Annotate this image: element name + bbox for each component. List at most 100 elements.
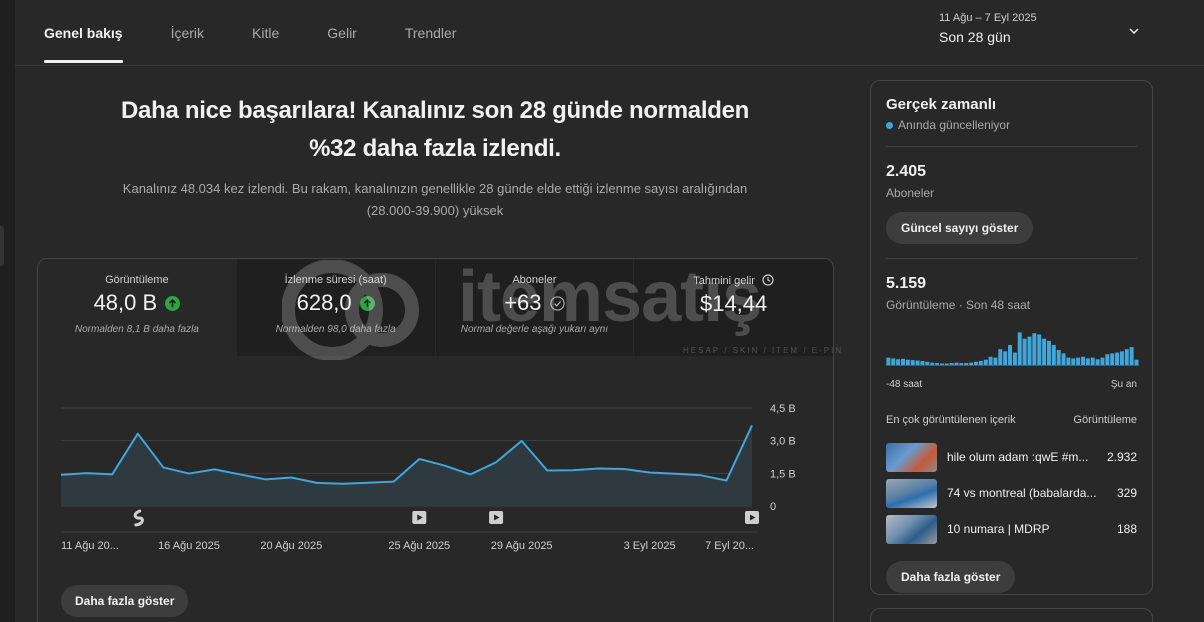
tab-audience[interactable]: Kitle: [252, 24, 280, 41]
video-thumbnail: [886, 514, 937, 544]
realtime-bar: [1110, 353, 1115, 366]
metric-subscribers[interactable]: Aboneler +63 Normal değerle aşağı yukarı…: [435, 259, 635, 356]
realtime-bar: [1105, 354, 1110, 366]
realtime-bar: [920, 360, 925, 366]
date-range-period: Son 28 gün: [939, 29, 1011, 45]
realtime-bar: [964, 363, 969, 366]
chart-y-tick-label: 1,5 B: [770, 468, 796, 480]
realtime-bar: [915, 360, 920, 366]
realtime-bar: [1085, 358, 1090, 366]
realtime-bar: [1032, 333, 1037, 366]
chart-x-tick-label: 7 Eyl 20...: [705, 540, 754, 552]
realtime-axis: -48 saat Şu an: [886, 379, 1137, 390]
metric-revenue[interactable]: Tahmini gelir $14,44: [634, 259, 833, 356]
play-triangle-icon: [750, 514, 756, 521]
date-range-picker[interactable]: 11 Ağu – 7 Eyl 2025 Son 28 gün: [939, 12, 1149, 54]
shorts-icon: [133, 509, 144, 527]
realtime-bar: [1051, 345, 1056, 366]
video-views: 329: [1116, 486, 1137, 500]
realtime-bar: [1076, 357, 1081, 366]
realtime-bar: [1008, 345, 1012, 366]
realtime-bar: [1056, 350, 1061, 366]
metric-note: Normal değerle aşağı yukarı aynı: [460, 324, 609, 335]
realtime-bar: [1042, 338, 1047, 366]
metric-tabs: Görüntüleme 48,0 B Normalden 8,1 B daha …: [38, 259, 833, 356]
metric-note: Normalden 98,0 daha fazla: [275, 324, 396, 335]
realtime-bar: [1022, 338, 1027, 366]
chart-x-tick-label: 11 Ağu 20...: [61, 540, 119, 552]
video-views: 2.932: [1106, 450, 1137, 464]
arrow-up-icon: [359, 295, 375, 311]
metric-label: Aboneler: [512, 274, 557, 286]
realtime-bar: [1037, 334, 1042, 366]
video-thumbnail: [886, 478, 937, 508]
metric-note: Normalden 8,1 B daha fazla: [74, 324, 199, 335]
tab-overview[interactable]: Genel bakış: [44, 0, 123, 65]
metric-value: +63: [504, 290, 542, 315]
realtime-bar: [901, 358, 905, 366]
realtime-bar: [905, 359, 910, 366]
metric-views[interactable]: Görüntüleme 48,0 B Normalden 8,1 B daha …: [38, 259, 237, 356]
realtime-bar: [1124, 349, 1129, 366]
top-content-list: hile olum adam :qwE #m... 2.932 74 vs mo…: [886, 442, 1137, 544]
metric-label: Görüntüleme: [105, 274, 169, 286]
realtime-live-indicator: Anında güncelleniyor: [886, 118, 1137, 132]
sidebar-handle[interactable]: [0, 226, 4, 266]
chart-area: [61, 425, 752, 506]
list-item[interactable]: hile olum adam :qwE #m... 2.932: [886, 442, 1137, 472]
video-title: hile olum adam :qwE #m...: [947, 450, 1089, 464]
headline-description: Kanalınız 48.034 kez izlendi. Bu rakam, …: [95, 178, 775, 222]
video-title: 74 vs montreal (babalarda...: [947, 486, 1097, 500]
headline-line-1: Daha nice başarılara! Kanalınız son 28 g…: [121, 97, 749, 124]
realtime-subscribers-label: Aboneler: [886, 186, 935, 200]
tab-divider: [15, 65, 1204, 66]
realtime-bar: [891, 358, 896, 366]
tab-content[interactable]: İçerik: [170, 24, 205, 41]
list-item[interactable]: 74 vs montreal (babalarda... 329: [886, 478, 1137, 508]
metric-label: İzlenme süresi (saat): [284, 274, 387, 286]
realtime-bar: [939, 363, 944, 366]
metric-watch-time[interactable]: İzlenme süresi (saat) 628,0 Normalden 98…: [236, 259, 436, 356]
show-more-button[interactable]: Daha fazla göster: [61, 585, 189, 617]
realtime-bar: [1134, 359, 1139, 366]
chart-series-line: [60, 425, 753, 485]
video-title: 10 numara | MDRP: [947, 522, 1050, 536]
chart-y-tick-label: 3,0 B: [770, 436, 796, 448]
realtime-subscribers-value: 2.405: [886, 163, 927, 180]
top-content-title: En çok görüntülenen içerik: [886, 414, 1016, 426]
check-circle-icon: [549, 295, 565, 311]
video-views: 188: [1116, 522, 1137, 536]
list-item[interactable]: 10 numara | MDRP 188: [886, 514, 1137, 544]
realtime-bar: [1046, 340, 1051, 366]
realtime-bar: [949, 363, 954, 366]
chart-y-tick-label: 4,5 B: [770, 403, 796, 415]
realtime-bar: [1003, 351, 1008, 366]
realtime-bar: [930, 362, 935, 366]
views-chart: 4,5 B 3,0 B 1,5 B 0 11 Ağu 20... 16 Ağu 2025 2…: [60, 403, 796, 552]
divider: [886, 146, 1137, 147]
realtime-bar: [886, 357, 891, 366]
realtime-bar: [1017, 332, 1022, 366]
realtime-bar: [1081, 356, 1085, 366]
metric-label-row: Tahmini gelir: [634, 274, 833, 287]
date-range-text: 11 Ağu – 7 Eyl 2025: [939, 12, 1037, 24]
realtime-bar: [954, 362, 959, 366]
tab-revenue[interactable]: Gelir: [327, 24, 357, 41]
top-content-column: Görüntüleme: [1073, 414, 1137, 426]
realtime-bar: [1129, 347, 1134, 366]
realtime-views-label: Görüntüleme · Son 48 saat: [886, 298, 1031, 312]
chart-x-tick-label: 20 Ağu 2025: [260, 540, 322, 552]
realtime-show-more-button[interactable]: Daha fazla göster: [886, 561, 1016, 593]
chart-y-tick-label: 0: [770, 501, 776, 513]
tab-trends[interactable]: Trendler: [404, 24, 457, 41]
realtime-bar: [1100, 357, 1105, 366]
show-live-count-button[interactable]: Güncel sayıyı göster: [886, 212, 1034, 244]
realtime-bar: [1095, 359, 1100, 366]
realtime-bar: [1090, 357, 1095, 366]
overview-card: Görüntüleme 48,0 B Normalden 8,1 B daha …: [37, 258, 834, 622]
metric-value: $14,44: [699, 291, 768, 316]
top-content-header: En çok görüntülenen içerik Görüntüleme: [886, 414, 1137, 426]
realtime-bar: [896, 359, 901, 366]
realtime-bar: [993, 357, 998, 366]
next-panel: [870, 608, 1153, 622]
